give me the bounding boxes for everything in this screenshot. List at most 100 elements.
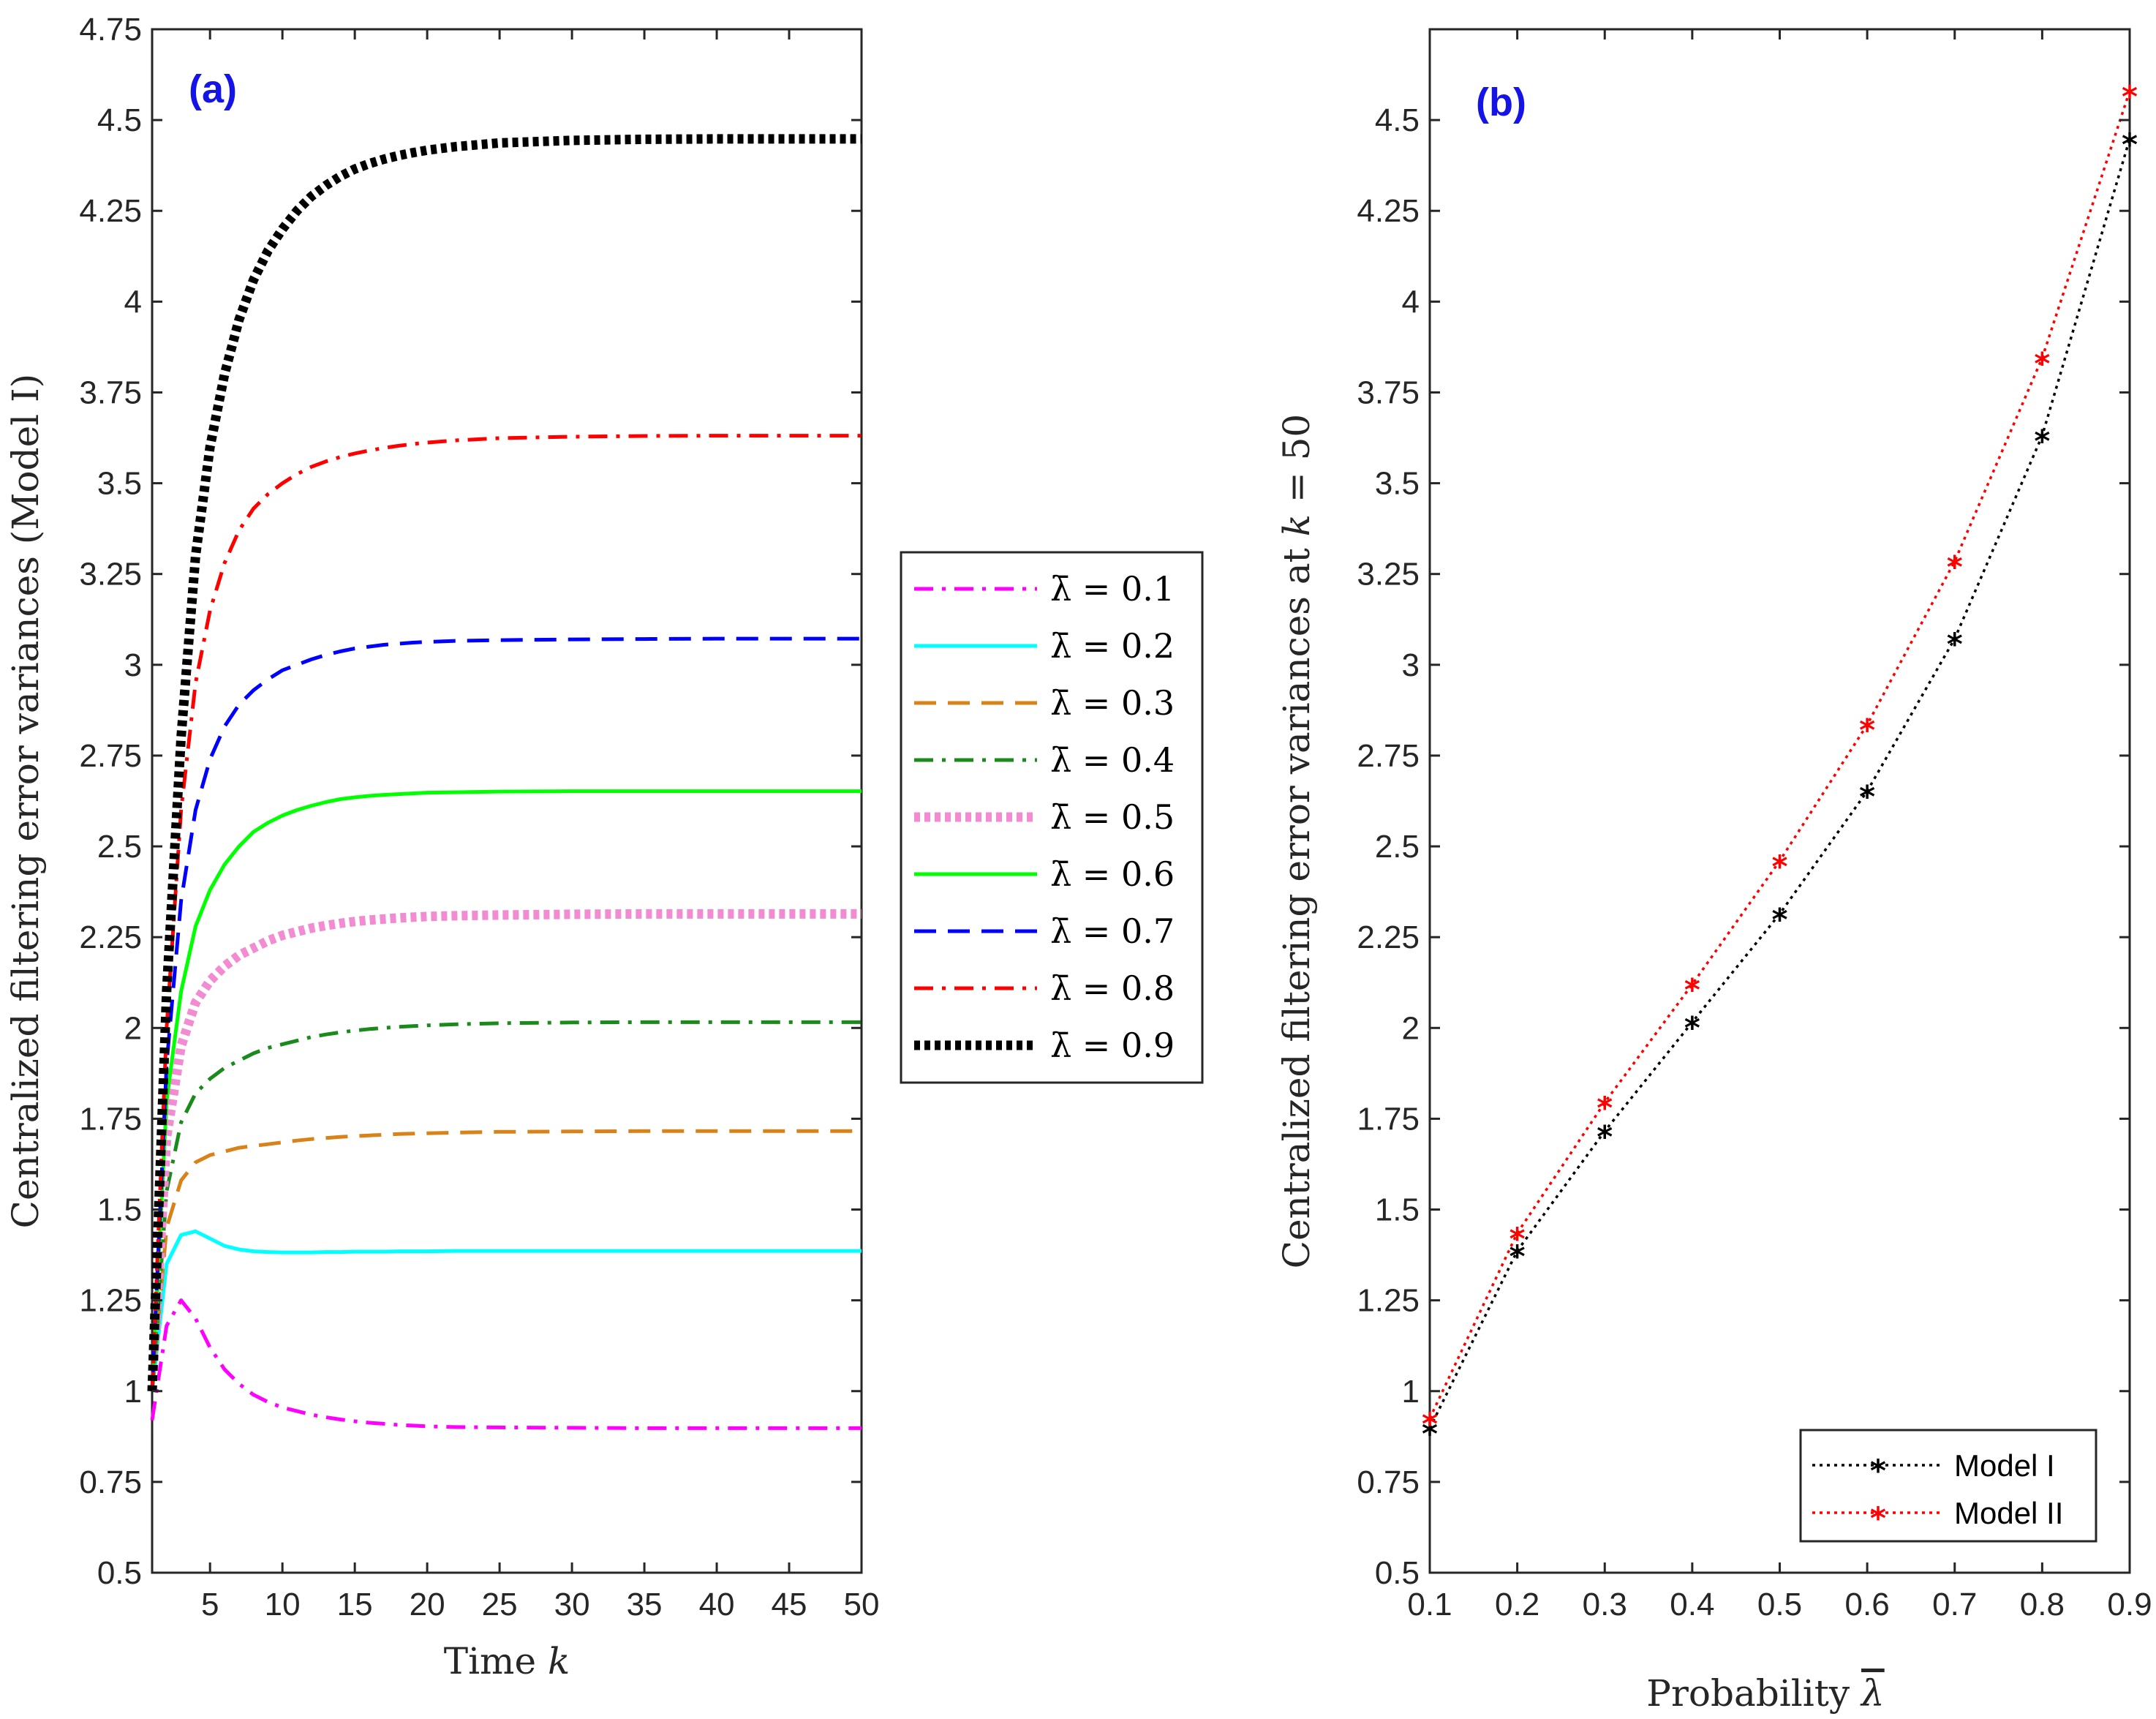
series-line-9: [147, 134, 862, 1392]
x-tick-label: 5: [201, 1587, 219, 1622]
legend-label-4: λ̄ = 0.4: [1050, 740, 1175, 780]
y-label-eq: = 50: [1275, 414, 1318, 514]
x-tick-label: 0.7: [1932, 1587, 1977, 1622]
y-tick-label: 4.25: [1357, 193, 1420, 229]
y-tick-label: 1.5: [97, 1192, 142, 1228]
series-line-1: [150, 1298, 862, 1430]
x-tick-label: 20: [410, 1587, 445, 1622]
series-line-4: [150, 1020, 862, 1391]
x-label-text: Time: [444, 1640, 548, 1682]
y-tick-label: 0.5: [97, 1555, 142, 1591]
y-tick-label: 2.5: [1375, 829, 1420, 865]
panel-a-label: (a): [189, 67, 237, 111]
panel-b-series-lines: ******************: [1422, 78, 2138, 1451]
x-label-var: λ: [1860, 1672, 1885, 1715]
legend-label-2: Model II: [1954, 1496, 2063, 1530]
legend-label-9: λ̄ = 0.9: [1050, 1026, 1175, 1065]
data-point-marker: *: [1597, 1118, 1613, 1154]
panel-b-y-axis-label: Centralized filtering error variances at…: [1275, 414, 1318, 1269]
panel-b-x-axis-label: Probability λ: [1646, 1672, 1884, 1715]
panel-a-legend: λ̄ = 0.1 λ̄ = 0.2 λ̄ = 0.3 λ̄ = 0.4 λ̄ = 0.5…: [900, 551, 1204, 1084]
x-tick-label: 35: [627, 1587, 663, 1622]
y-tick-label: 1.5: [1375, 1192, 1420, 1228]
y-tick-label: 1.75: [1357, 1101, 1420, 1137]
legend-label-5: λ̄ = 0.5: [1050, 797, 1175, 837]
data-point-marker: *: [1684, 972, 1700, 1008]
legend-label-1: Model I: [1954, 1448, 2055, 1483]
y-tick-label: 2.75: [79, 738, 142, 774]
series-line-3: [150, 1129, 862, 1392]
x-tick-label: 0.8: [2020, 1587, 2065, 1622]
y-tick-label: 0.75: [79, 1464, 142, 1500]
legend-box: [1799, 1429, 2097, 1543]
y-tick-label: 4.5: [1375, 102, 1420, 138]
y-tick-label: 3.25: [1357, 557, 1420, 593]
legend-label-2: λ̄ = 0.2: [1050, 626, 1175, 666]
y-tick-label: 3: [124, 647, 142, 683]
series-line-5: [147, 909, 862, 1392]
series-line-2: [150, 1229, 862, 1392]
y-tick-label: 1.75: [79, 1101, 142, 1137]
series-line-2: [1428, 90, 2131, 1419]
panel-a-series-lines: [147, 134, 862, 1430]
series-line-6: [150, 789, 862, 1391]
panel-b-ticks: 0.5 0.75 1 1.25 1.5 1.75 2 2.25 2.5 2.75 3 3.25 3.5 3…: [1357, 29, 2152, 1622]
data-point-marker: *: [1859, 779, 1875, 815]
x-tick-label: 45: [772, 1587, 807, 1622]
legend-label-7: λ̄ = 0.7: [1050, 911, 1175, 951]
series-line-1: [1428, 138, 2131, 1429]
panel-b-chart: ****************** 0.50.7511.251.51.7522…: [1275, 28, 2152, 1715]
y-tick-label: 3.5: [1375, 466, 1420, 502]
panel-b-label: (b): [1476, 80, 1526, 124]
y-tick-label: 4.5: [97, 102, 142, 138]
y-tick-label: 2.25: [79, 919, 142, 955]
legend-label-3: λ̄ = 0.3: [1050, 683, 1175, 723]
y-tick-label: 2: [124, 1010, 142, 1046]
y-tick-label: 2: [1402, 1010, 1420, 1046]
y-tick-label: 1: [124, 1374, 142, 1410]
y-tick-label: 2.5: [97, 829, 142, 865]
y-tick-label: 4.75: [79, 12, 142, 48]
y-tick-label: 3.75: [1357, 375, 1420, 410]
y-tick-label: 3.75: [79, 375, 142, 410]
x-tick-label: 15: [337, 1587, 373, 1622]
y-tick-label: 2.75: [1357, 738, 1420, 774]
x-tick-label: 0.4: [1670, 1587, 1714, 1622]
y-tick-label: 1.25: [79, 1283, 142, 1319]
y-tick-label: 3: [1402, 647, 1420, 683]
x-tick-label: 0.1: [1407, 1587, 1452, 1622]
panel-a-chart: 0.5 0.75 1 1.25 1.5 1.75 2 2.25 2.5 2.75 3 3.25 3.5 3…: [4, 12, 879, 1682]
y-label-text: Centralized filtering error variances at: [1275, 536, 1318, 1268]
legend-marker: *: [1870, 1500, 1886, 1536]
data-point-marker: *: [2122, 127, 2138, 162]
x-tick-label: 30: [554, 1587, 590, 1622]
x-tick-label: 0.3: [1583, 1587, 1627, 1622]
y-tick-label: 0.5: [1375, 1555, 1420, 1591]
data-point-marker: *: [1422, 1406, 1438, 1442]
x-label-text: Probability: [1646, 1672, 1861, 1715]
data-point-marker: *: [2034, 345, 2050, 381]
y-tick-label: 0.75: [1357, 1464, 1420, 1500]
panel-a-y-axis-label: Centralized filtering error variances (M…: [4, 374, 47, 1229]
y-tick-label: 3.25: [79, 557, 142, 593]
data-point-marker: *: [2034, 424, 2050, 459]
x-tick-label: 25: [482, 1587, 518, 1622]
data-point-marker: *: [1684, 1009, 1700, 1045]
data-point-marker: *: [1509, 1238, 1526, 1274]
data-point-marker: *: [1772, 901, 1788, 937]
panel-a-ticks: 0.5 0.75 1 1.25 1.5 1.75 2 2.25 2.5 2.75 3 3.25 3.5 3…: [79, 12, 879, 1622]
legend-marker: *: [1870, 1453, 1886, 1489]
data-point-marker: *: [1947, 626, 1963, 662]
y-tick-label: 1: [1402, 1374, 1420, 1410]
legend-box: [900, 551, 1204, 1084]
data-point-marker: *: [1597, 1090, 1613, 1126]
y-tick-label: 4: [124, 284, 142, 320]
legend-label-1: λ̄ = 0.1: [1050, 569, 1175, 609]
x-tick-label: 0.9: [2107, 1587, 2152, 1622]
x-tick-label: 40: [699, 1587, 735, 1622]
x-label-var: k: [548, 1640, 570, 1682]
panel-b-legend: * Model I * Model II: [1799, 1429, 2097, 1543]
legend-label-6: λ̄ = 0.6: [1050, 854, 1175, 894]
data-point-marker: *: [1772, 849, 1788, 884]
